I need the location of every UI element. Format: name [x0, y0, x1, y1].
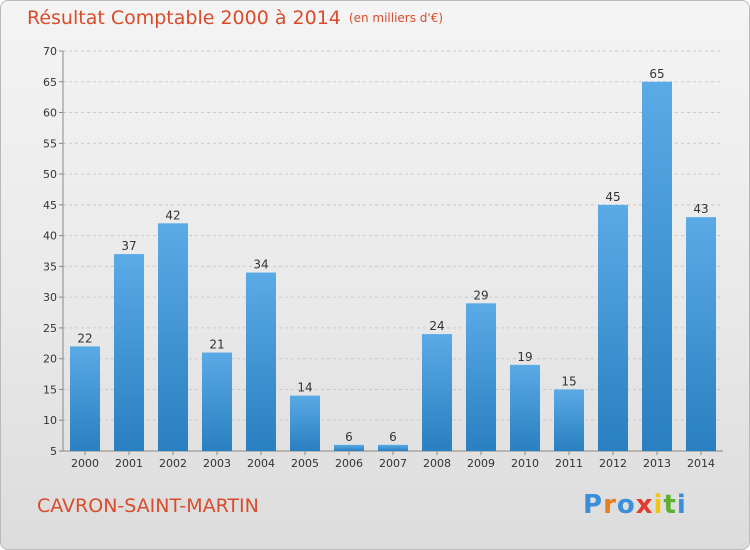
place-name: CAVRON-SAINT-MARTIN — [37, 495, 259, 517]
bar-value-label: 19 — [517, 350, 532, 364]
x-tick-label: 2008 — [423, 457, 451, 470]
bar-value-label: 6 — [345, 430, 353, 444]
bar — [510, 364, 540, 451]
bar — [686, 217, 716, 451]
chart-title: Résultat Comptable 2000 à 2014 (en millie… — [27, 7, 443, 29]
logo-letter: P — [583, 490, 604, 520]
bar — [114, 254, 144, 451]
y-tick-label: 20 — [43, 353, 57, 366]
bar-value-label: 42 — [165, 208, 180, 222]
x-tick-label: 2012 — [599, 457, 627, 470]
bar-value-label: 37 — [121, 239, 136, 253]
bar — [70, 346, 100, 451]
bar-value-label: 43 — [693, 202, 708, 216]
y-tick-label: 15 — [43, 383, 57, 396]
bar-value-label: 14 — [297, 381, 312, 395]
y-tick-label: 70 — [43, 45, 57, 58]
bar — [290, 395, 320, 451]
bar — [422, 334, 452, 451]
bar — [202, 352, 232, 451]
logo-letter: x — [635, 490, 654, 520]
chart-title-text: Résultat Comptable 2000 à 2014 — [27, 7, 341, 29]
bar-value-label: 15 — [561, 374, 576, 388]
y-tick-label: 10 — [43, 414, 57, 427]
x-tick-label: 2004 — [247, 457, 275, 470]
bar — [598, 204, 628, 451]
x-tick-label: 2002 — [159, 457, 187, 470]
chart-subtitle: (en milliers d'€) — [348, 11, 444, 25]
x-tick-label: 2011 — [555, 457, 583, 470]
bar — [554, 389, 584, 451]
logo-letter: i — [653, 490, 664, 520]
bar-value-label: 24 — [429, 319, 444, 333]
x-tick-label: 2007 — [379, 457, 407, 470]
bars — [70, 81, 716, 452]
bar — [466, 303, 496, 451]
bar — [246, 272, 276, 451]
bar-value-label: 65 — [649, 67, 664, 81]
x-tick-label: 2005 — [291, 457, 319, 470]
y-tick-label: 30 — [43, 291, 57, 304]
bar-value-label: 22 — [77, 331, 92, 345]
bar-value-label: 45 — [605, 190, 620, 204]
y-tick-label: 25 — [43, 322, 57, 335]
x-tick-label: 2013 — [643, 457, 671, 470]
logo-letter: t — [663, 490, 677, 520]
bar — [158, 223, 188, 451]
proxiti-logo: Proxiti — [583, 490, 687, 520]
bar — [642, 81, 672, 452]
x-tick-label: 2010 — [511, 457, 539, 470]
y-tick-label: 35 — [43, 260, 57, 273]
y-tick-label: 50 — [43, 168, 57, 181]
x-tick-label: 2000 — [71, 457, 99, 470]
x-tick-label: 2006 — [335, 457, 363, 470]
y-tick-label: 65 — [43, 76, 57, 89]
bar-value-labels: 22 37 42 21 34 14 6 6 24 29 19 15 45 65 43 — [77, 67, 708, 444]
x-tick-label: 2014 — [687, 457, 715, 470]
bar — [334, 444, 364, 451]
bar-value-label: 29 — [473, 288, 488, 302]
y-tick-label: 40 — [43, 230, 57, 243]
y-tick-label: 55 — [43, 137, 57, 150]
logo-letter: o — [616, 490, 636, 520]
y-tick-label: 60 — [43, 107, 57, 120]
x-tick-labels: 2000 2001 2002 2003 2004 2005 2006 2007 2008 2009… — [71, 451, 715, 470]
x-tick-label: 2003 — [203, 457, 231, 470]
x-tick-label: 2009 — [467, 457, 495, 470]
bar — [378, 444, 408, 451]
bar-value-label: 34 — [253, 258, 268, 272]
y-tick-label: 5 — [50, 445, 57, 458]
bar-value-label: 21 — [209, 338, 224, 352]
logo-letter: i — [676, 490, 687, 520]
y-tick-label: 45 — [43, 199, 57, 212]
logo-letter: r — [603, 490, 617, 520]
y-tick-labels: 5 10 15 20 25 30 35 40 45 50 55 60 65 70 — [43, 45, 57, 458]
bar-value-label: 6 — [389, 430, 397, 444]
x-tick-label: 2001 — [115, 457, 143, 470]
